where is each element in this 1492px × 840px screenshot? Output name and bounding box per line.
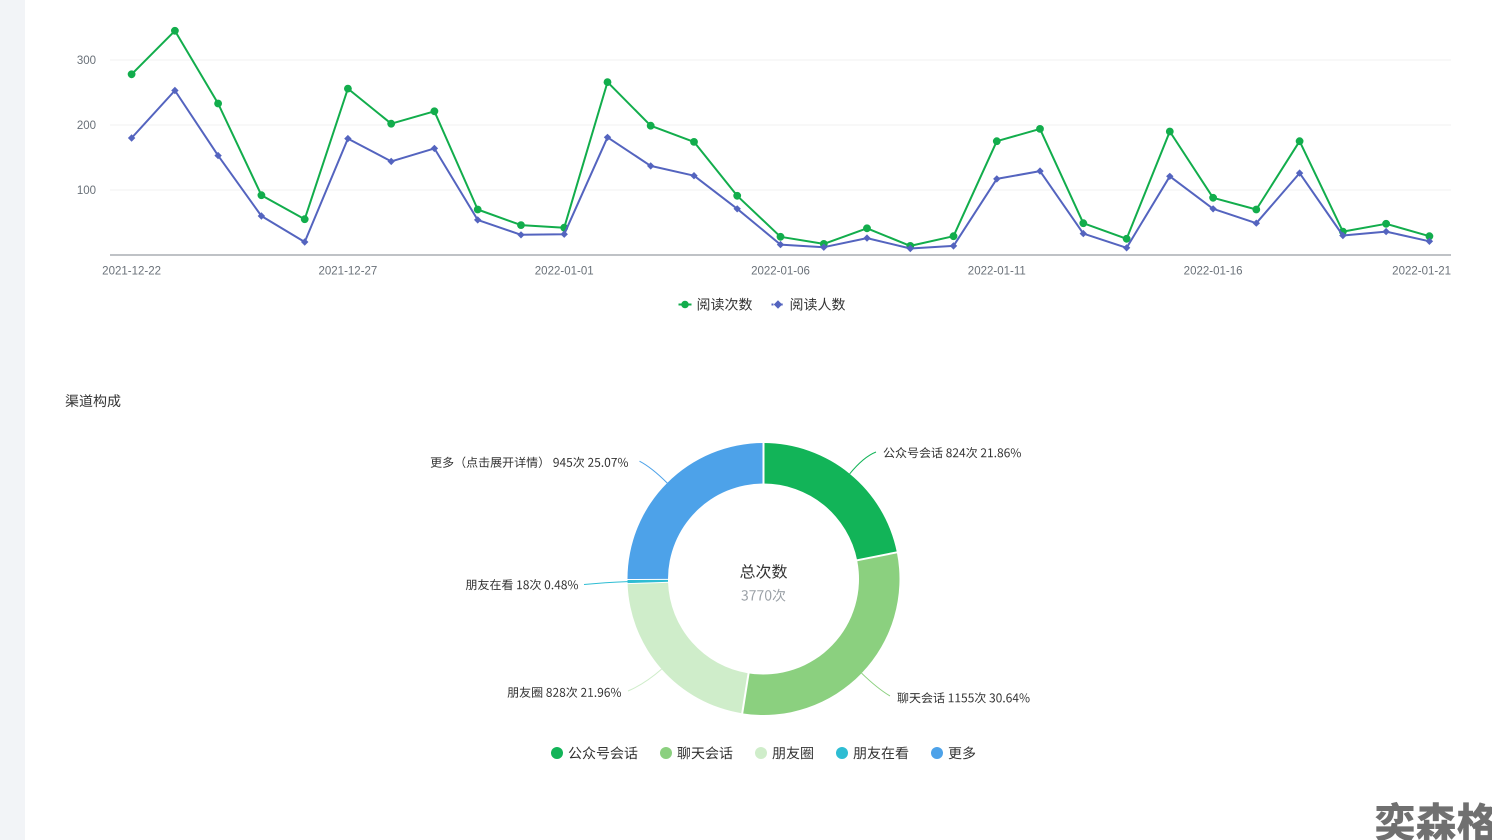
- svg-text:2021-12-27: 2021-12-27: [318, 266, 377, 278]
- svg-text:200: 200: [77, 120, 96, 132]
- svg-text:2022-01-01: 2022-01-01: [535, 266, 594, 278]
- svg-text:300: 300: [77, 55, 96, 67]
- svg-text:2021-12-22: 2021-12-22: [102, 266, 161, 278]
- svg-text:2022-01-21: 2022-01-21: [1392, 266, 1451, 278]
- svg-text:2022-01-11: 2022-01-11: [968, 266, 1026, 278]
- svg-text:2022-01-16: 2022-01-16: [1184, 266, 1243, 278]
- svg-text:2022-01-06: 2022-01-06: [751, 266, 810, 278]
- svg-text:100: 100: [77, 185, 96, 197]
